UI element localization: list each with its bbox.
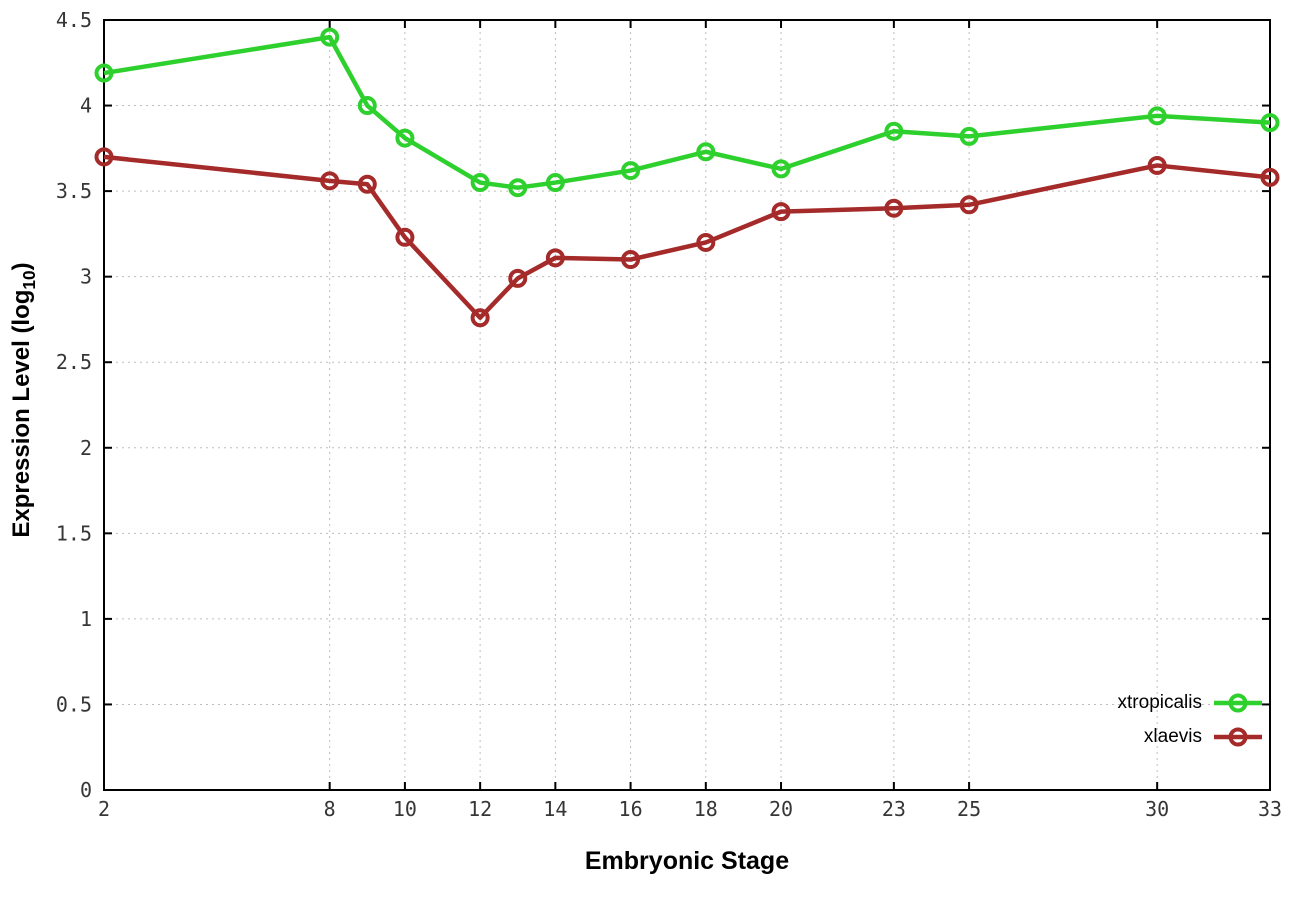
y-axis-title-prefix: Expression Level (log (8, 289, 36, 538)
y-axis-title: Expression Level (log10) (8, 262, 40, 537)
data-point-xtropicalis (959, 126, 979, 146)
x-tick-label: 14 (543, 797, 567, 821)
x-axis-title-text: Embryonic Stage (584, 847, 790, 875)
data-point-xlaevis (696, 232, 716, 252)
data-point-xtropicalis (696, 142, 716, 162)
y-tick-label: 4 (80, 94, 92, 118)
y-tick-label: 0 (80, 778, 92, 802)
data-point-xtropicalis (508, 178, 528, 198)
data-point-xlaevis (357, 174, 377, 194)
data-point-xlaevis (395, 227, 415, 247)
data-point-xtropicalis (320, 27, 340, 47)
x-tick-label: 33 (1258, 797, 1282, 821)
data-point-xlaevis (1147, 155, 1167, 175)
y-tick-label: 1.5 (56, 521, 92, 545)
legend-label-xlaevis: xlaevis (1143, 726, 1202, 747)
data-point-xlaevis (470, 308, 490, 328)
data-point-xtropicalis (94, 63, 114, 83)
data-point-xtropicalis (545, 173, 565, 193)
x-tick-label: 10 (393, 797, 417, 821)
data-point-xlaevis (545, 248, 565, 268)
data-point-xlaevis (320, 171, 340, 191)
x-tick-label: 2 (98, 797, 110, 821)
data-point-xtropicalis (771, 159, 791, 179)
legend-marker-xlaevis-icon (1214, 727, 1262, 747)
data-point-xtropicalis (357, 96, 377, 116)
y-axis-title-subscript: 10 (18, 270, 39, 290)
y-tick-label: 1 (80, 607, 92, 631)
data-point-xlaevis (884, 198, 904, 218)
data-point-xtropicalis (621, 161, 641, 181)
data-point-xlaevis (1260, 167, 1280, 187)
data-point-xlaevis (621, 250, 641, 270)
data-point-xlaevis (771, 202, 791, 222)
x-tick-label: 12 (468, 797, 492, 821)
y-tick-label: 0.5 (56, 692, 92, 716)
series-line-xlaevis (103, 154, 1271, 320)
data-point-xlaevis (959, 195, 979, 215)
data-point-xtropicalis (470, 173, 490, 193)
x-tick-label: 18 (694, 797, 718, 821)
x-tick-label: 23 (882, 797, 906, 821)
data-point-xtropicalis (1147, 106, 1167, 126)
data-point-xlaevis (508, 268, 528, 288)
y-axis-title-suffix: ) (8, 262, 36, 271)
x-tick-label: 20 (769, 797, 793, 821)
data-point-xtropicalis (884, 121, 904, 141)
y-tick-label: 3 (80, 265, 92, 289)
y-tick-label: 2 (80, 436, 92, 460)
legend-label-xtropicalis: xtropicalis (1117, 692, 1202, 713)
data-point-xtropicalis (395, 128, 415, 148)
x-axis-title: Embryonic Stage (585, 847, 789, 876)
y-tick-label: 3.5 (56, 179, 92, 203)
data-point-xlaevis (94, 147, 114, 167)
legend-item-xtropicalis: xtropicalis (1118, 688, 1266, 718)
y-tick-label: 4.5 (56, 8, 92, 32)
x-tick-label: 16 (619, 797, 643, 821)
legend-marker-xtropicalis-icon (1214, 693, 1262, 713)
legend: xtropicalis xlaevis (1118, 688, 1266, 752)
legend-item-xlaevis: xlaevis (1144, 722, 1266, 752)
x-tick-label: 8 (324, 797, 336, 821)
plot-border (103, 19, 1271, 791)
data-point-xtropicalis (1260, 113, 1280, 133)
y-tick-label: 2.5 (56, 350, 92, 374)
series-line-xtropicalis (103, 34, 1271, 190)
x-tick-label: 30 (1145, 797, 1169, 821)
x-tick-label: 25 (957, 797, 981, 821)
